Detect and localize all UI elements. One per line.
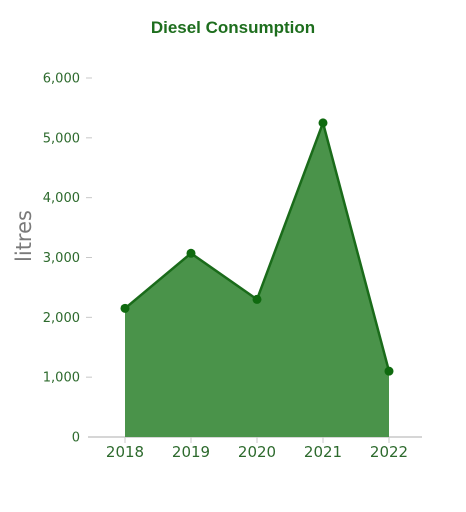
y-tick-label: 1,000 [43,371,80,386]
x-tick-label: 2018 [106,443,144,461]
x-tick-label: 2022 [370,443,408,461]
y-tick-label: 3,000 [43,251,80,266]
x-tick-label: 2019 [172,443,210,461]
data-point [318,118,328,128]
data-point [384,366,394,376]
y-tick-label: 0 [72,431,80,446]
data-point [120,303,130,313]
area-fill [125,122,389,437]
y-tick-label: 6,000 [43,72,80,87]
y-tick-label: 5,000 [43,131,80,146]
data-point [252,294,262,304]
chart-title: Diesel Consumption [150,18,316,37]
y-axis-title: litres [12,210,36,262]
x-tick-label: 2021 [304,443,342,461]
y-tick-label: 4,000 [43,191,80,206]
y-tick-label: 2,000 [43,311,80,326]
x-tick-label: 2020 [238,443,276,461]
data-point [186,248,196,258]
